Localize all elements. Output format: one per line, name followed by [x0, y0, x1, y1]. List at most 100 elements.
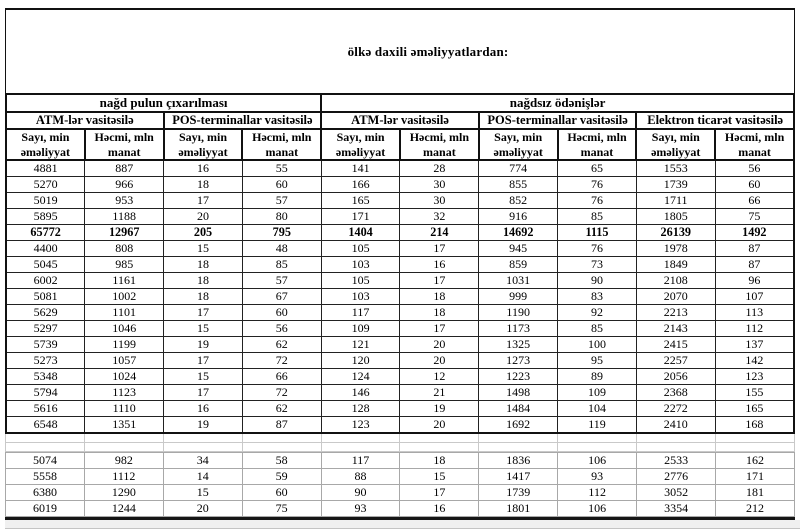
table-cell: 2143: [635, 320, 716, 337]
table-cell: 18: [399, 304, 480, 321]
table-cell: 205: [163, 224, 243, 241]
table-cell: 76: [557, 240, 637, 257]
footer-cell: 93: [557, 468, 638, 485]
table-cell: 146: [320, 384, 401, 401]
table-cell: 103: [320, 288, 401, 305]
column-header-cell: Sayı, min əməliyyat: [5, 128, 86, 161]
footer-row: 5074 982 34 58 117 18 1836 106 2533 162: [5, 452, 795, 469]
footer-cell: 1290: [83, 484, 164, 501]
table-cell: 60: [241, 176, 322, 193]
table-cell: 55: [241, 159, 322, 177]
table-cell: 171: [320, 208, 401, 225]
table-body: 4881 887 16 55 141 28 774 65 1553 56 5270 966 18 60 16…: [5, 159, 795, 434]
table-cell: 5616: [5, 400, 86, 417]
table-cell: 28: [399, 159, 480, 177]
table-cell: 916: [478, 208, 559, 225]
table-cell: 95: [557, 352, 637, 369]
column-header-cell: Sayı, min əməliyyat: [477, 128, 559, 161]
spreadsheet-page: ölkə daxili əməliyyatlardan: nağd pulun …: [4, 8, 800, 529]
total-row: 65772 12967 205 795 1404 214 14692 1115 26139 149…: [5, 224, 795, 241]
table-cell: 75: [714, 208, 795, 225]
table-cell: 5629: [5, 304, 86, 321]
table-cell: 66: [241, 368, 322, 385]
footer-cell: 90: [320, 484, 401, 501]
grid-cell: [83, 442, 164, 452]
table-cell: 1188: [84, 208, 165, 225]
table-cell: 19: [163, 416, 243, 434]
table-cell: 72: [241, 384, 322, 401]
table-cell: 62: [241, 336, 322, 353]
table-cell: 5273: [5, 352, 86, 369]
table-cell: 73: [557, 256, 637, 273]
footer-cell: 2533: [636, 452, 717, 469]
footer-cell: 181: [715, 484, 795, 501]
table-cell: 14692: [478, 224, 559, 241]
table-cell: 1484: [478, 400, 559, 417]
table-cell: 5297: [5, 320, 86, 337]
table-cell: 12: [399, 368, 480, 385]
table-header: nağd pulun çıxarılması nağdsız ödənişlər A…: [4, 93, 795, 161]
table-cell: 15: [163, 240, 243, 257]
footer-cell: 59: [241, 468, 322, 485]
table-cell: 105: [320, 272, 401, 289]
table-cell: 124: [320, 368, 401, 385]
table-cell: 56: [241, 320, 322, 337]
table-cell: 945: [478, 240, 559, 257]
table-cell: 1031: [478, 272, 559, 289]
table-cell: 26139: [635, 224, 716, 241]
table-cell: 72: [241, 352, 322, 369]
table-cell: 21: [399, 384, 480, 401]
table-cell: 4400: [5, 240, 86, 257]
footer-cell: 14: [162, 468, 243, 485]
table-cell: 117: [320, 304, 401, 321]
grid-cell: [557, 442, 638, 452]
table-cell: 953: [84, 192, 165, 209]
footer-cell: 982: [83, 452, 164, 469]
table-cell: 17: [163, 192, 243, 209]
table-cell: 85: [557, 208, 637, 225]
footer-row: 5558 1112 14 59 88 15 1417 93 2776 171: [5, 468, 795, 485]
table-cell: 1325: [478, 336, 559, 353]
table-cell: 96: [714, 272, 795, 289]
grid-cell: [162, 434, 243, 443]
table-cell: 109: [557, 384, 637, 401]
table-row: 4881 887 16 55 141 28 774 65 1553 56: [5, 159, 795, 177]
footer-row: 6380 1290 15 60 90 17 1739 112 3052 181: [5, 484, 795, 501]
grid-cell: [478, 434, 559, 443]
column-header-cell: Həcmi, mln manat: [714, 128, 795, 161]
table-cell: 137: [714, 336, 795, 353]
table-cell: 76: [557, 176, 637, 193]
table-cell: 165: [320, 192, 401, 209]
footer-cell: 1836: [478, 452, 559, 469]
table-cell: 165: [714, 400, 795, 417]
table-cell: 107: [714, 288, 795, 305]
table-row: 5045 985 18 85 103 16 859 73 1849 87: [5, 256, 795, 273]
table-row: 5629 1101 17 60 117 18 1190 92 2213 113: [5, 304, 795, 321]
table-cell: 87: [241, 416, 322, 434]
footer-cell: 60: [241, 484, 322, 501]
column-header-cell: Sayı, min əməliyyat: [162, 128, 244, 161]
table-cell: 1711: [635, 192, 716, 209]
footer-cell: 162: [715, 452, 795, 469]
table-cell: 2108: [635, 272, 716, 289]
table-cell: 16: [399, 256, 480, 273]
table-cell: 1553: [635, 159, 716, 177]
table-cell: 90: [557, 272, 637, 289]
table-cell: 60: [241, 304, 322, 321]
footer-cell: 18: [399, 452, 480, 469]
table-cell: 85: [241, 256, 322, 273]
table-cell: 1123: [84, 384, 165, 401]
table-cell: 119: [557, 416, 637, 434]
table-cell: 999: [478, 288, 559, 305]
table-cell: 1199: [84, 336, 165, 353]
table-cell: 19: [399, 400, 480, 417]
footer-cell: 1739: [478, 484, 559, 501]
table-cell: 92: [557, 304, 637, 321]
table-cell: 76: [557, 192, 637, 209]
footer-cell: 15: [399, 468, 480, 485]
table-cell: 66: [714, 192, 795, 209]
table-cell: 5019: [5, 192, 86, 209]
table-cell: 2257: [635, 352, 716, 369]
footer-cell: 6380: [5, 484, 85, 501]
table-row: 6002 1161 18 57 105 17 1031 90 2108 96: [5, 272, 795, 289]
